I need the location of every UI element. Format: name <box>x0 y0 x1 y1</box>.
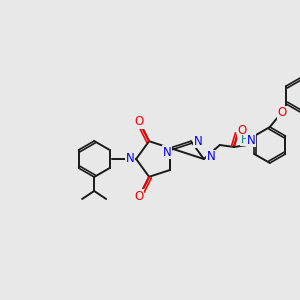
Text: H: H <box>241 135 249 145</box>
Text: N: N <box>206 151 215 164</box>
Text: N: N <box>194 135 202 148</box>
Text: O: O <box>237 124 247 137</box>
Text: O: O <box>134 190 143 202</box>
Text: O: O <box>134 116 143 128</box>
Text: N: N <box>163 146 171 158</box>
Text: N: N <box>126 152 134 166</box>
Text: O: O <box>277 106 286 119</box>
Text: N: N <box>247 134 255 146</box>
